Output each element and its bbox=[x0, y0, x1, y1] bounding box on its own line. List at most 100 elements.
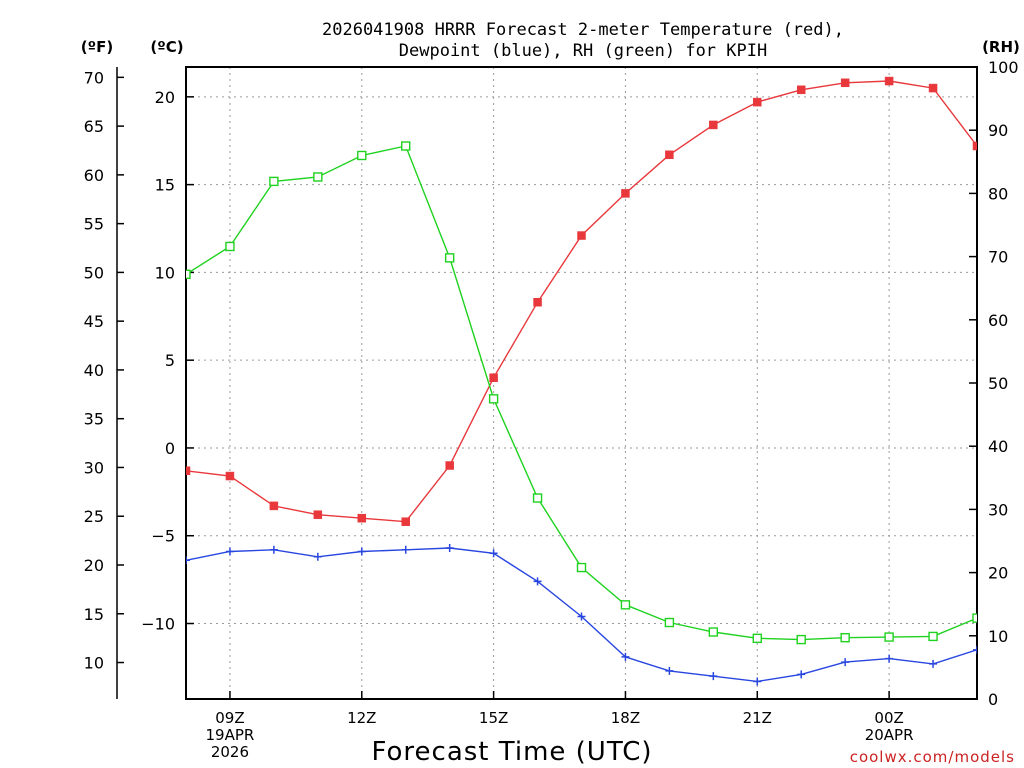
rh-point bbox=[313, 172, 323, 182]
rh-point bbox=[269, 176, 279, 187]
temperature-point bbox=[269, 501, 279, 511]
rh-tick-label: 70 bbox=[988, 248, 1008, 267]
series-layer bbox=[186, 76, 977, 686]
rh-tick-label: 50 bbox=[988, 374, 1008, 393]
dewpoint-point bbox=[621, 652, 630, 661]
temperature-point bbox=[313, 510, 323, 519]
dewpoint-point bbox=[929, 659, 938, 668]
rh-point bbox=[488, 394, 499, 404]
dewpoint-point bbox=[313, 552, 322, 561]
temperature-point bbox=[621, 189, 630, 198]
dewpoint-point bbox=[709, 672, 718, 681]
rh-point bbox=[884, 632, 894, 642]
rh-tick-label: 30 bbox=[988, 500, 1008, 519]
temperature-point bbox=[753, 97, 762, 107]
rh-unit-label: (RH) bbox=[982, 38, 1020, 56]
credit-text: coolwx.com/models bbox=[850, 748, 1015, 766]
fahrenheit-tick-label: 50 bbox=[84, 263, 104, 282]
dewpoint-point bbox=[577, 612, 586, 621]
fahrenheit-tick-label: 30 bbox=[84, 458, 104, 477]
temperature-point bbox=[796, 85, 806, 95]
x-axis-label: Forecast Time (UTC) bbox=[371, 737, 652, 767]
rh-point bbox=[840, 632, 850, 643]
x-tick-label: 2026 bbox=[211, 743, 249, 761]
celsius-tick-label: 0 bbox=[165, 439, 175, 458]
temperature-point bbox=[225, 471, 235, 481]
rh-point bbox=[664, 617, 675, 628]
x-tick-label: 18Z bbox=[611, 709, 640, 727]
temperature-point bbox=[709, 120, 718, 130]
chart-title-line-1: 2026041908 HRRR Forecast 2-meter Tempera… bbox=[322, 20, 844, 40]
temperature-point bbox=[489, 373, 498, 382]
celsius-tick-label: 20 bbox=[155, 88, 175, 107]
fahrenheit-tick-label: 40 bbox=[84, 361, 104, 380]
dewpoint-point bbox=[401, 545, 410, 554]
fahrenheit-tick-label: 45 bbox=[84, 312, 104, 331]
fahrenheit-tick-label: 10 bbox=[84, 654, 104, 673]
dewpoint-point bbox=[186, 556, 190, 565]
x-tick-label: 09Z bbox=[215, 709, 244, 727]
dewpoint-point bbox=[665, 666, 674, 675]
rh-point bbox=[225, 241, 235, 252]
rh-point bbox=[796, 634, 806, 645]
rh-point bbox=[357, 150, 367, 161]
rh-point bbox=[752, 633, 762, 644]
x-tick-label: 12Z bbox=[347, 709, 376, 727]
fahrenheit-tick-label: 35 bbox=[84, 410, 104, 429]
temperature-point bbox=[401, 517, 410, 526]
celsius-tick-label: 5 bbox=[165, 351, 175, 370]
celsius-unit-label: (ºC) bbox=[150, 38, 183, 56]
fahrenheit-tick-label: 65 bbox=[84, 117, 104, 136]
dewpoint-point bbox=[753, 677, 762, 686]
rh-tick-label: 60 bbox=[988, 311, 1008, 330]
fahrenheit-tick-label: 15 bbox=[84, 605, 104, 624]
rh-tick-label: 90 bbox=[988, 121, 1008, 140]
rh-point bbox=[401, 141, 411, 151]
celsius-tick-label: 10 bbox=[155, 263, 175, 282]
dewpoint-point bbox=[885, 654, 894, 663]
temperature-series-line bbox=[186, 80, 977, 523]
dewpoint-point bbox=[225, 547, 234, 556]
rh-tick-label: 40 bbox=[988, 437, 1008, 456]
x-tick-label: 15Z bbox=[479, 709, 508, 727]
celsius-tick-label: 15 bbox=[155, 176, 175, 195]
dewpoint-point bbox=[489, 549, 498, 558]
temperature-point bbox=[445, 461, 454, 470]
x-tick-label: 20APR bbox=[865, 726, 914, 744]
rh-tick-label: 10 bbox=[988, 627, 1008, 646]
rh-point bbox=[444, 253, 455, 263]
rh-tick-label: 0 bbox=[988, 690, 998, 709]
fahrenheit-tick-label: 60 bbox=[84, 166, 104, 185]
rh-point bbox=[708, 627, 719, 637]
dewpoint-point bbox=[269, 545, 278, 554]
rh-point bbox=[972, 613, 977, 623]
temperature-point bbox=[186, 466, 191, 476]
fahrenheit-unit-label: (ºF) bbox=[81, 38, 113, 56]
rh-point bbox=[928, 631, 938, 642]
temperature-point bbox=[577, 231, 586, 240]
rh-point bbox=[186, 269, 191, 279]
rh-tick-label: 20 bbox=[988, 564, 1008, 583]
dewpoint-point bbox=[445, 544, 454, 553]
rh-point bbox=[576, 562, 587, 573]
x-tick-label: 21Z bbox=[743, 709, 772, 727]
temperature-point bbox=[972, 141, 977, 151]
temperature-point bbox=[928, 83, 938, 93]
temperature-point bbox=[533, 297, 542, 307]
rh-point bbox=[620, 600, 631, 610]
temperature-point bbox=[357, 513, 367, 523]
plot-frame bbox=[185, 66, 978, 700]
x-tick-label: 00Z bbox=[874, 709, 903, 727]
temperature-point bbox=[840, 78, 850, 88]
fahrenheit-tick-label: 20 bbox=[84, 556, 104, 575]
x-tick-label: 19APR bbox=[206, 726, 255, 744]
axes-layer: 7065605550454035302520151020151050−5−101… bbox=[84, 58, 1019, 761]
temperature-point bbox=[884, 76, 894, 86]
fahrenheit-tick-label: 70 bbox=[84, 68, 104, 87]
celsius-tick-label: −10 bbox=[141, 615, 175, 634]
fahrenheit-tick-label: 25 bbox=[84, 507, 104, 526]
dewpoint-point bbox=[841, 658, 850, 667]
dewpoint-point bbox=[357, 547, 366, 556]
fahrenheit-tick-label: 55 bbox=[84, 215, 104, 234]
